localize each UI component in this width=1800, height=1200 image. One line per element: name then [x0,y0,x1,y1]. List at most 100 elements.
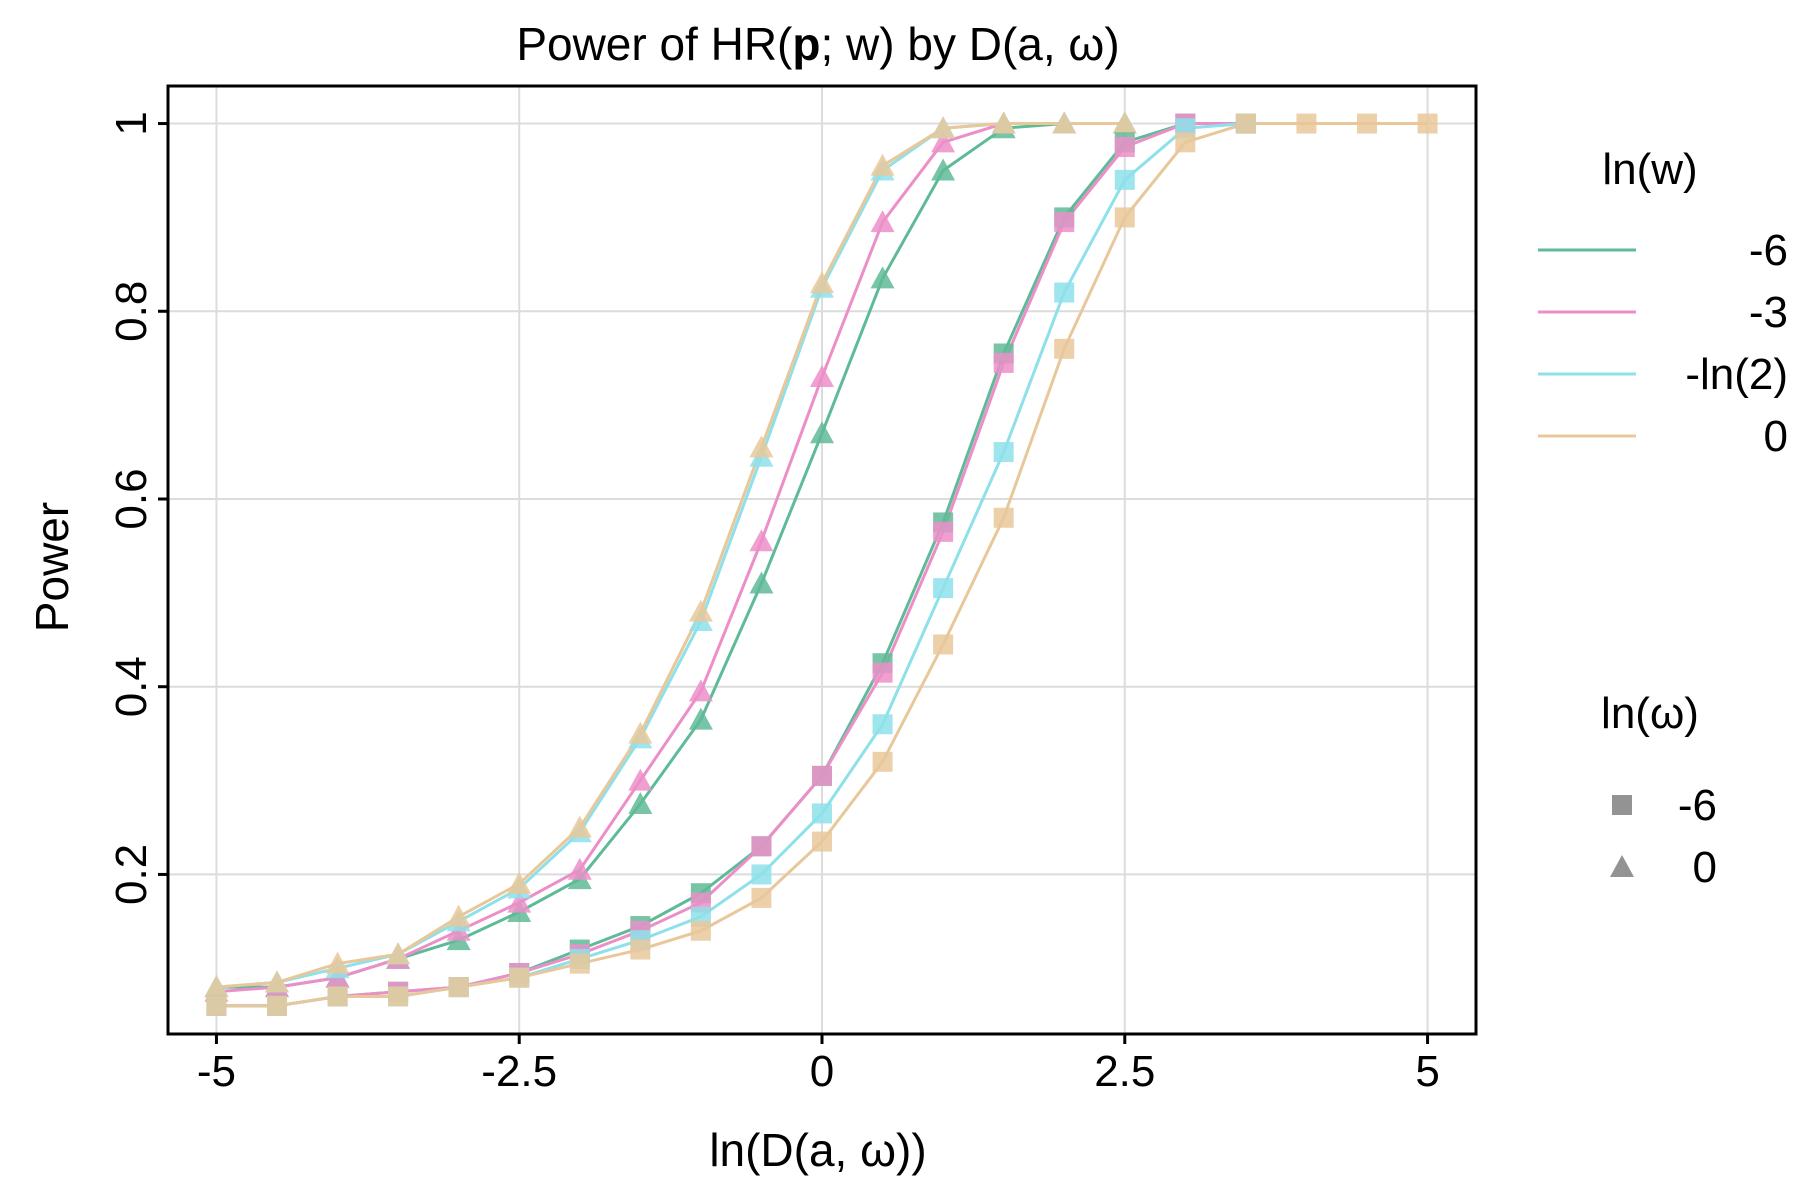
triangle-point [749,571,774,594]
triangle-point [567,857,592,880]
square-point [872,662,893,683]
legend-shape-label: 0 [1693,843,1717,892]
chart-title-pre: Power of HR( [516,18,793,70]
triangle-point [628,792,653,815]
square-point [1054,338,1075,359]
series-line [216,122,1246,1008]
legend-shape-swatch [1610,855,1634,877]
square-point [1235,113,1256,134]
square-point [993,507,1014,528]
square-point [993,442,1014,463]
triangle-point [931,130,956,153]
triangle-point [1052,111,1077,134]
triangle-point [204,975,229,998]
square-point [630,939,651,960]
square-point [751,836,772,857]
square-point [1357,113,1377,134]
chart-title-post: ; w) by D(a, ω) [821,18,1120,70]
square-point [267,995,287,1016]
legend-color-label: 0 [1764,412,1788,461]
grid-lines [168,86,1476,1034]
square-point [751,887,772,908]
triangle-point [870,153,895,176]
chart-title-bold: p [792,18,820,70]
square-point [933,578,954,599]
square-point [812,765,832,786]
triangle-point [749,435,774,458]
y-tick-label: 0.8 [107,281,156,342]
triangle-point [810,421,834,444]
y-tick-label: 1 [107,111,156,135]
legend-color: ln(w) -6 -3 -ln(2) 0 [1538,145,1788,461]
y-tick-label: 0.4 [107,656,156,717]
square-point [1114,207,1135,228]
triangle-point [870,210,895,233]
square-point [812,803,832,824]
legend-shape-title: ln(ω) [1601,689,1699,738]
square-point [327,986,348,1007]
triangle-point [567,815,592,838]
triangle-point [810,364,834,387]
series-line [216,122,1125,989]
triangle-point [507,890,532,913]
square-point [1054,282,1075,303]
legend-shape-label: -6 [1678,781,1717,830]
x-tick-label: 0 [810,1047,834,1096]
square-point [872,751,893,772]
square-point [812,831,832,852]
triangle-point [446,904,471,927]
square-point [1114,169,1135,190]
square-point [1175,132,1196,153]
square-point [751,864,772,885]
y-axis-label: Power [26,502,78,632]
series-points [204,111,1438,1016]
square-point [933,634,954,655]
x-tick-label: -5 [197,1047,236,1096]
square-point [1417,113,1438,134]
legend-shape-swatch [1612,795,1632,815]
triangle-point [628,721,653,744]
triangle-point [507,871,532,894]
triangle-point [386,942,411,965]
x-tick-label: -2.5 [481,1047,557,1096]
series-line [216,122,1125,989]
square-point [1114,137,1135,158]
square-point [206,995,227,1016]
square-point [509,967,530,988]
triangle-point [931,116,956,139]
triangle-point [810,271,834,294]
x-tick-label: 2.5 [1094,1047,1155,1096]
x-tick-label: 5 [1415,1047,1439,1096]
triangle-point [688,679,713,702]
square-point [388,986,409,1007]
triangle-point [628,768,653,791]
triangle-point [931,158,956,181]
triangle-point [749,529,774,552]
square-point [448,977,469,998]
triangle-point [688,707,713,730]
square-point [569,953,590,974]
square-point [1296,113,1317,134]
legend-color-label: -3 [1749,288,1788,337]
triangle-point [688,599,713,622]
square-point [933,521,954,542]
triangle-point [1112,111,1137,134]
triangle-point [265,970,289,993]
legend-color-title: ln(w) [1602,145,1697,194]
square-point [1054,212,1075,233]
series-line [216,122,1125,994]
axis-ticks: -5 -2.5 0 2.5 5 0.2 0.4 0.6 0.8 1 [107,111,1440,1096]
y-tick-label: 0.2 [107,844,156,905]
series-line [216,122,1125,989]
triangle-point [991,111,1016,134]
chart-title: Power of HR(p; w) by D(a, ω) [516,18,1119,70]
square-point [993,352,1014,373]
legend-shape: ln(ω) -6 0 [1601,689,1717,892]
legend-color-label: -ln(2) [1685,350,1788,399]
square-point [872,714,893,735]
square-point [690,920,711,941]
x-axis-label: ln(D(a, ω)) [709,1124,926,1176]
triangle-point [325,951,350,974]
y-tick-label: 0.6 [107,468,156,529]
